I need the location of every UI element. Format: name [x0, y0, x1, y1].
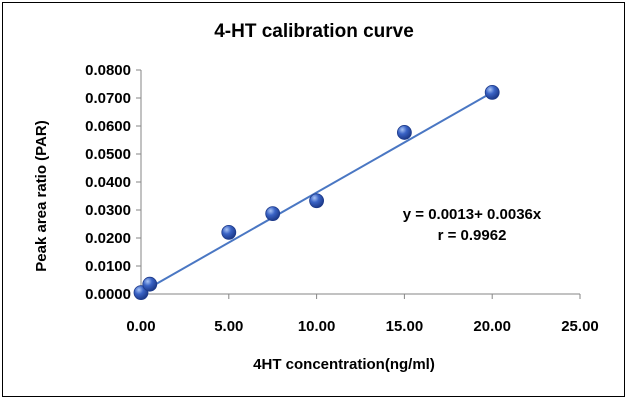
x-tick-label: 25.00 [561, 318, 599, 335]
data-point [309, 193, 325, 209]
x-axis-ticks: 0.00 5.00 10.00 15.00 20.00 25.00 [126, 294, 599, 335]
y-tick-label: 0.0000 [85, 286, 131, 303]
x-tick-label: 20.00 [473, 318, 511, 335]
x-tick-label: 0.00 [126, 318, 155, 335]
regression-equation: y = 0.0013+ 0.0036x [403, 206, 542, 223]
y-tick-label: 0.0200 [85, 230, 131, 247]
y-tick-label: 0.0100 [85, 258, 131, 275]
x-tick-label: 5.00 [214, 318, 243, 335]
y-tick-label: 0.0500 [85, 146, 131, 163]
data-point [142, 276, 158, 292]
data-point [484, 85, 500, 100]
x-tick-label: 15.00 [386, 318, 424, 335]
trendline [140, 91, 493, 294]
y-tick-label: 0.0700 [85, 90, 131, 107]
y-tick-label: 0.0800 [85, 62, 131, 79]
x-axis-label: 4HT concentration(ng/ml) [253, 356, 435, 373]
x-tick-label: 10.00 [298, 318, 336, 335]
data-points [133, 85, 500, 301]
correlation-coefficient: r = 0.9962 [438, 227, 507, 244]
chart-title: 4-HT calibration curve [214, 21, 414, 42]
data-point [396, 125, 412, 140]
y-tick-label: 0.0300 [85, 202, 131, 219]
data-point [265, 206, 281, 222]
data-point [221, 224, 237, 240]
y-tick-label: 0.0600 [85, 118, 131, 135]
y-axis-label: Peak area ratio (PAR) [33, 120, 50, 271]
y-tick-label: 0.0400 [85, 174, 131, 191]
y-axis-ticks: 0.0000 0.0100 0.0200 0.0300 0.0400 0.0500 0.06… [85, 62, 141, 303]
